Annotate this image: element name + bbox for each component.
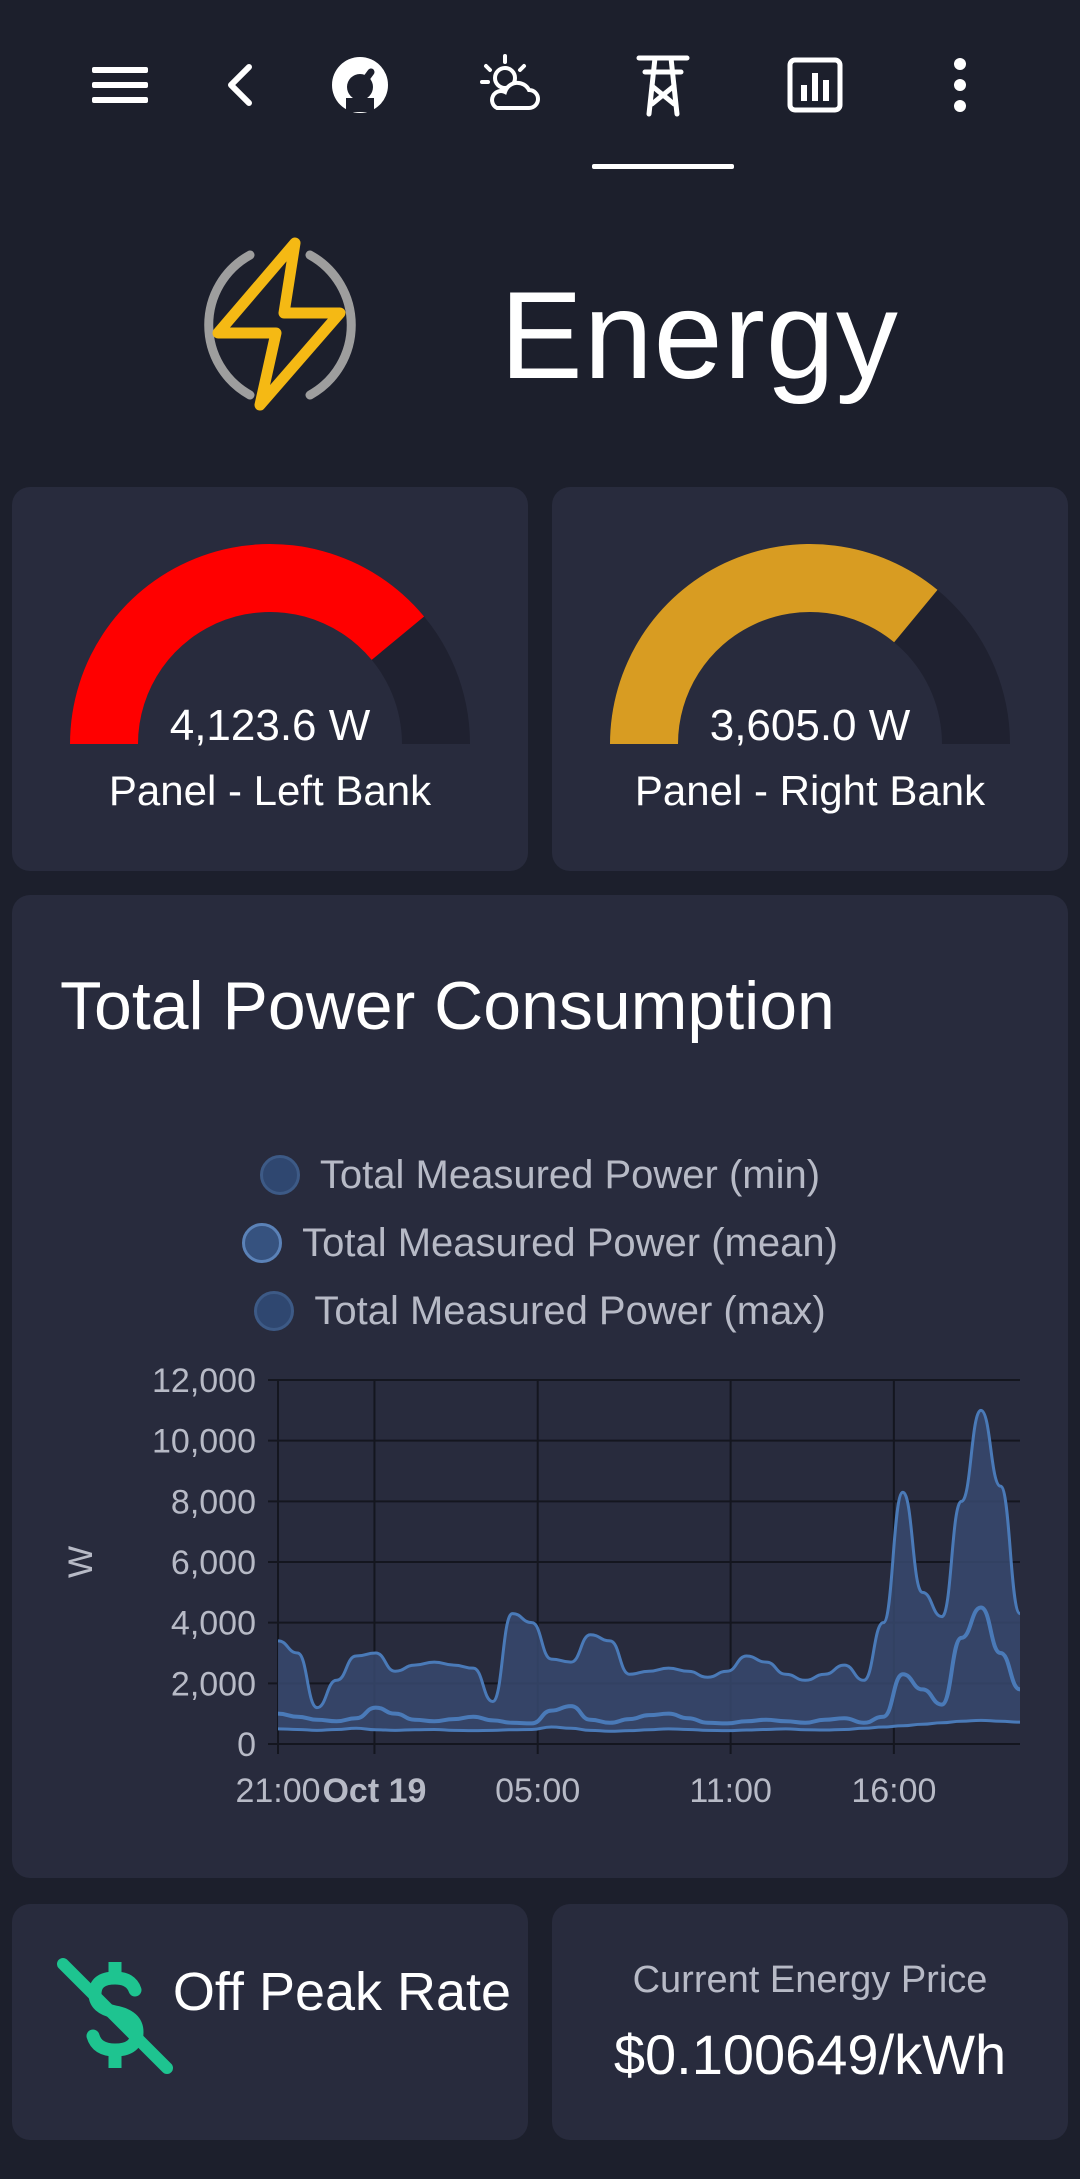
series-max-line [277,1408,1022,1710]
x-tick-label: 11:00 [689,1772,772,1810]
legend-item-min[interactable]: Total Measured Power (min) [12,1141,1068,1209]
selected-tab-indicator [592,164,734,169]
gauge-fill [610,544,938,744]
top-app-bar [0,0,1080,170]
x-tick-label: 16:00 [851,1772,936,1810]
y-tick-label: 8,000 [171,1483,256,1521]
gauge-icon[interactable] [325,50,395,120]
gauge-fill [70,544,425,744]
gauge-label: Panel - Left Bank [108,767,432,814]
x-tick-label: 05:00 [495,1772,580,1810]
legend-label: Total Measured Power (min) [319,1152,821,1197]
gauge-card-right-bank[interactable]: 3,605.0 W Panel - Right Bank [552,487,1068,871]
back-chevron-icon[interactable] [205,50,275,120]
off-peak-label: Off Peak Rate [172,1962,512,2022]
legend-item-mean[interactable]: Total Measured Power (mean) [12,1209,1068,1277]
legend-swatch [259,1155,300,1195]
menu-icon[interactable] [85,50,155,120]
series-band [278,1410,1020,1732]
series-min-line [277,1718,1021,1733]
legend-label: Total Measured Power (max) [314,1288,826,1333]
chart-title: Total Power Consumption [60,968,835,1044]
y-tick-label: 12,000 [152,1362,256,1400]
legend-item-max[interactable]: Total Measured Power (max) [12,1277,1068,1345]
gauge-card-left-bank[interactable]: 4,123.6 W Panel - Left Bank [12,487,528,871]
page-header: Energy [0,200,1080,470]
gauge-right-bank [610,544,1010,744]
chart-icon[interactable] [780,50,850,120]
gauge-value: 3,605.0 W [709,701,911,750]
page-title: Energy [500,267,899,405]
y-tick-label: 6,000 [171,1544,256,1582]
lightning-bolt-icon [190,235,370,415]
gauge-value: 4,123.6 W [169,701,371,750]
series-mean-line [277,1605,1021,1726]
off-peak-card[interactable]: Off Peak Rate [12,1904,528,2140]
legend-swatch [242,1223,283,1263]
power-tower-icon[interactable] [628,50,698,120]
price-value: $0.100649/kWh [613,2023,1007,2086]
gauge-left-bank [70,544,470,744]
x-tick-label: Oct 19 [322,1772,426,1810]
weather-icon[interactable] [475,50,545,120]
energy-price-card[interactable]: Current Energy Price $0.100649/kWh [552,1904,1068,2140]
y-tick-label: 10,000 [152,1423,256,1461]
gauge-label: Panel - Right Bank [634,767,986,814]
x-tick-label: 21:00 [235,1772,320,1810]
legend-swatch [254,1291,295,1331]
y-tick-label: 2,000 [171,1665,256,1703]
y-axis-label: W [62,1546,100,1578]
price-label: Current Energy Price [632,1959,988,2001]
y-tick-label: 0 [237,1726,256,1764]
more-vert-icon[interactable] [925,50,995,120]
history-graph-card: Total Power Consumption Total Measured P… [12,895,1068,1878]
no-money-icon [57,1956,175,2081]
chart-legend: Total Measured Power (min) Total Measure… [12,1141,1068,1345]
y-tick-label: 4,000 [171,1605,256,1643]
power-chart[interactable]: 12,000 10,000 8,000 6,000 4,000 2,000 0 21:00 Oc… [12,895,1068,1878]
legend-label: Total Measured Power (mean) [302,1220,838,1265]
